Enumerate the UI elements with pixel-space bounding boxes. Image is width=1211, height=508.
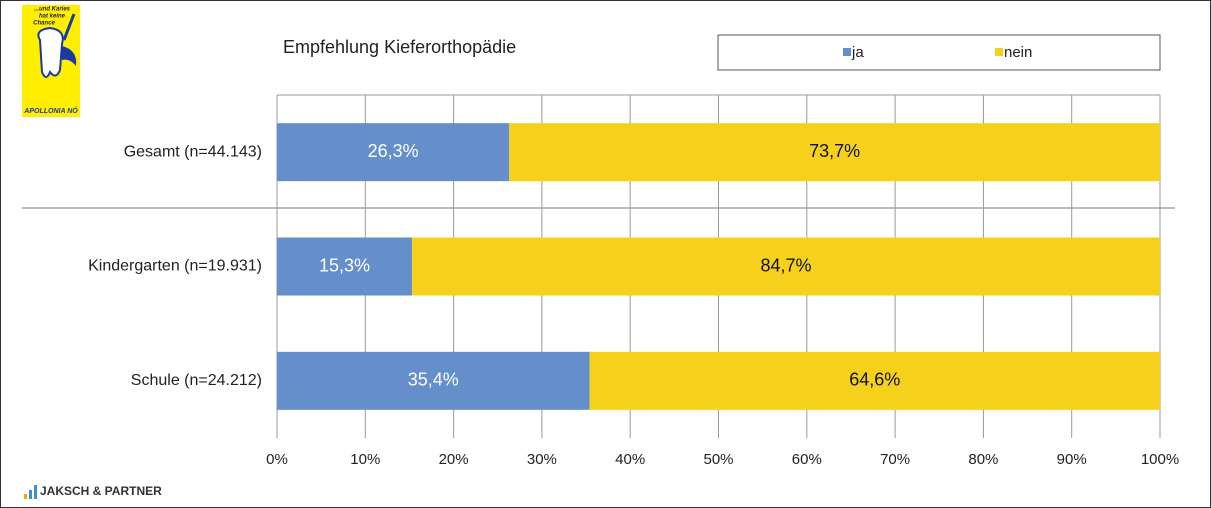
bar bbox=[589, 351, 1160, 410]
legend-label: nein bbox=[1004, 44, 1032, 61]
x-tick-label: 60% bbox=[792, 451, 822, 468]
x-tick-label: 50% bbox=[703, 451, 733, 468]
x-tick-label: 90% bbox=[1057, 451, 1087, 468]
legend-swatch bbox=[995, 48, 1003, 56]
data-label: 26,3% bbox=[368, 141, 419, 161]
x-tick-label: 80% bbox=[968, 451, 998, 468]
bar bbox=[277, 237, 413, 296]
data-label: 84,7% bbox=[761, 255, 812, 275]
x-tick-label: 70% bbox=[880, 451, 910, 468]
footer-icon bbox=[24, 494, 27, 499]
logo: ...und Karies hat keine Chance APOLLONIA… bbox=[22, 5, 80, 117]
bar bbox=[277, 123, 510, 182]
y-tick-label: Kindergarten (n=19.931) bbox=[88, 258, 262, 275]
footer-icon bbox=[29, 490, 32, 499]
logo-brush bbox=[62, 13, 76, 41]
legend-box bbox=[717, 34, 1161, 71]
logo-tooth bbox=[37, 26, 64, 78]
bar bbox=[509, 123, 1160, 182]
x-tick-label: 100% bbox=[1141, 451, 1179, 468]
x-tick-label: 10% bbox=[350, 451, 380, 468]
chart-title: Empfehlung Kieferorthopädie bbox=[283, 37, 516, 57]
x-tick-label: 0% bbox=[266, 451, 288, 468]
footer-icon bbox=[34, 485, 37, 499]
y-tick-label: Gesamt (n=44.143) bbox=[124, 143, 262, 160]
data-label: 64,6% bbox=[849, 370, 900, 390]
logo-text: ...und Karies bbox=[34, 7, 71, 13]
bar bbox=[412, 237, 1160, 296]
logo-caption: APOLLONIA NÖ bbox=[23, 106, 78, 115]
legend-swatch bbox=[843, 48, 851, 56]
x-tick-label: 20% bbox=[439, 451, 469, 468]
footer-logo: JAKSCH & PARTNER bbox=[24, 484, 162, 499]
logo-text: Chance bbox=[33, 21, 55, 27]
footer-text: JAKSCH & PARTNER bbox=[40, 484, 162, 498]
data-label: 73,7% bbox=[809, 141, 860, 161]
x-tick-label: 40% bbox=[615, 451, 645, 468]
data-label: 15,3% bbox=[319, 255, 370, 275]
x-tick-label: 30% bbox=[527, 451, 557, 468]
logo-shape bbox=[62, 46, 77, 66]
logo-text: hat keine bbox=[39, 14, 66, 20]
data-label: 35,4% bbox=[408, 370, 459, 390]
y-tick-label: Schule (n=24.212) bbox=[131, 372, 262, 389]
legend-label: ja bbox=[851, 44, 864, 61]
bar bbox=[277, 351, 590, 410]
